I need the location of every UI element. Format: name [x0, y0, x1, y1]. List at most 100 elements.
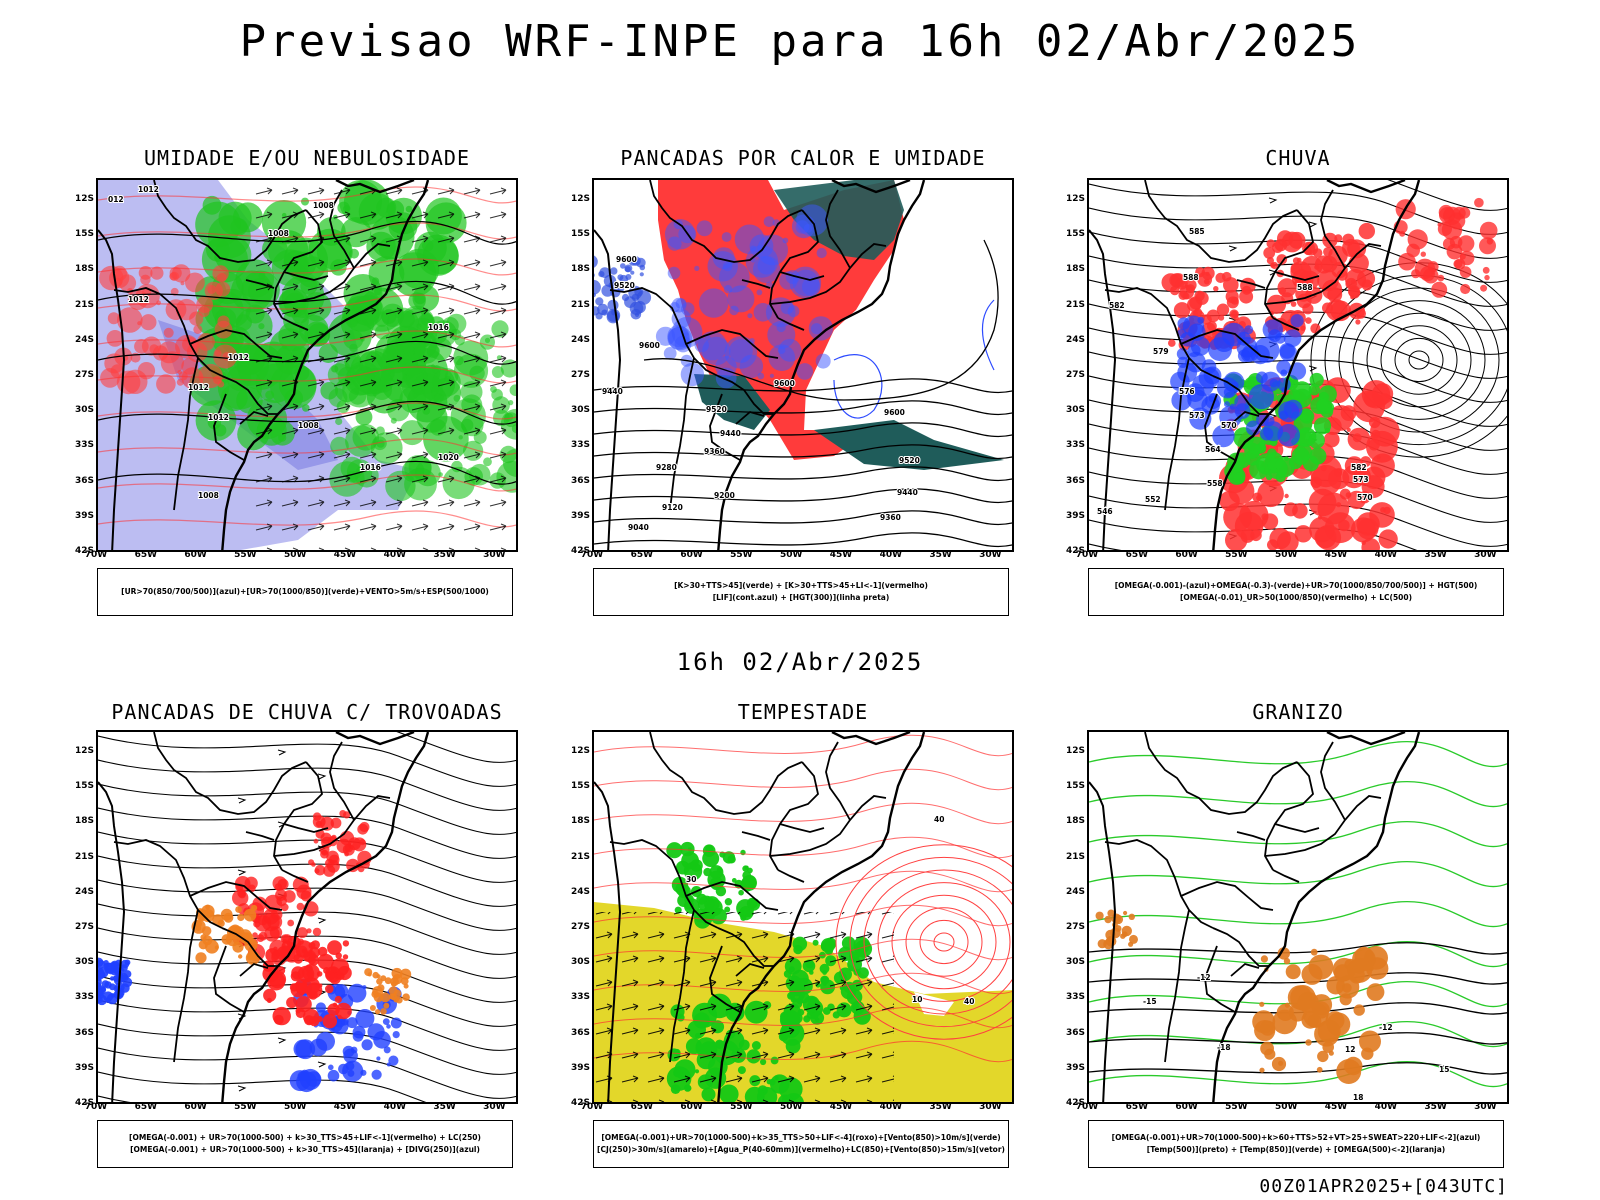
map-svg: 012 1012 1008 1008 1012 1012 1012 1012 1016 1016 1… [98, 180, 516, 550]
lat-tick-label: 39S [74, 1062, 94, 1073]
lat-tick-label: 18S [570, 264, 590, 275]
contour-label: 9040 [628, 523, 649, 532]
lon-tick-label: 55W [730, 550, 753, 560]
contour-label: 1008 [313, 201, 334, 210]
lat-tick-label: 33S [1065, 992, 1085, 1003]
lon-tick-label: 45W [829, 1102, 853, 1112]
lon-tick-label: 50W [779, 1102, 803, 1112]
lat-tick-label: 18S [74, 264, 94, 275]
contour-label: 18 [1353, 1093, 1363, 1102]
lat-tick-label: 42S [1065, 1098, 1085, 1108]
lon-tick-label: 60W [184, 550, 207, 560]
contour-label: 1012 [188, 383, 209, 392]
lat-tick-label: 39S [74, 510, 94, 521]
contour-label: 588 [1183, 273, 1199, 282]
legend-line: [OMEGA(-0.001)+UR>70(1000-500)+k>35_TTS>… [601, 1133, 1001, 1142]
contour-label: 1008 [198, 491, 219, 500]
lat-tick-label: 27S [1065, 922, 1085, 932]
map-panel: -12 -15 -18 12 -12 15 18 [1087, 730, 1509, 1104]
forecast-title: Previsao WRF-INPE para 16h 02/Abr/2025 [239, 16, 1361, 67]
lon-tick-label: 60W [1175, 1102, 1198, 1112]
contour-label: 588 [1297, 283, 1313, 292]
contour-label: 9600 [616, 255, 637, 264]
lat-tick-label: 42S [1065, 546, 1085, 556]
mid-forecast-time: 16h 02/Abr/2025 [676, 648, 924, 676]
lat-tick-label: 36S [570, 475, 590, 486]
lon-tick-label: 45W [333, 1102, 357, 1112]
panel-title: TEMPESTADE [737, 700, 869, 724]
run-info: 00Z01APR2025+[043UTC] [1259, 1176, 1508, 1197]
panel-title: GRANIZO [1252, 700, 1344, 724]
contour-label: 9440 [897, 488, 918, 497]
panel-legend: [OMEGA(-0.001)+UR>70(1000-500)+k>60+TTS>… [1088, 1120, 1504, 1168]
contour-label: 582 [1109, 301, 1125, 310]
panel-title: PANCADAS DE CHUVA C/ TROVOADAS [111, 700, 503, 724]
map-panel: 585 588 582 579 576 573 570 564 558 552 546 582 573 5… [1087, 178, 1509, 552]
contour-label: 9360 [704, 447, 725, 456]
lat-tick-label: 36S [1065, 1027, 1085, 1038]
lon-tick-label: 60W [680, 1102, 703, 1112]
lat-tick-label: 21S [1065, 851, 1085, 862]
lon-tick-label: 45W [1324, 550, 1348, 560]
panel-title: CHUVA [1265, 146, 1331, 170]
lon-tick-label: 30W [1474, 1102, 1497, 1112]
lat-tick-label: 27S [74, 370, 94, 380]
lon-tick-label: 70W [580, 550, 604, 560]
map-svg: 40 40 30 10 [594, 732, 1012, 1102]
lon-tick-label: 70W [580, 1102, 604, 1112]
legend-line: [Temp(500)](preto) + [Temp(850)](verde) … [1146, 1145, 1446, 1154]
lon-tick-label: 65W [1125, 1102, 1149, 1112]
map-panel [96, 730, 518, 1104]
contour-label: 012 [108, 195, 124, 204]
contour-label: 1008 [298, 421, 319, 430]
lon-tick-label: 35W [433, 1102, 456, 1112]
contour-label: 9120 [662, 503, 683, 512]
lon-tick-label: 40W [1374, 550, 1398, 560]
lat-tick-label: 12S [1065, 746, 1085, 756]
contour-label: 9440 [602, 387, 623, 396]
lon-tick-label: 65W [134, 550, 158, 560]
lat-tick-label: 39S [1065, 1062, 1085, 1073]
lat-tick-label: 21S [570, 851, 590, 862]
lon-tick-label: 65W [630, 1102, 654, 1112]
lat-tick-label: 12S [570, 194, 590, 204]
contour-label: 573 [1353, 475, 1369, 484]
contour-label: 9440 [720, 429, 741, 438]
legend-line: [OMEGA(-0.001)-(azul)+OMEGA(-0.3)-(verde… [1114, 581, 1478, 590]
lon-tick-label: 60W [184, 1102, 207, 1112]
map-svg [98, 732, 516, 1102]
lat-tick-label: 21S [570, 299, 590, 310]
contour-label: 1012 [228, 353, 249, 362]
contour-label: 558 [1207, 479, 1223, 488]
lat-tick-label: 30S [570, 405, 590, 416]
lon-tick-label: 65W [1125, 550, 1149, 560]
contour-label: 546 [1097, 507, 1113, 516]
legend-line: [OMEGA(-0.01)_UR>50(1000/850)(vermelho) … [1179, 593, 1413, 602]
contour-label: 9520 [899, 456, 920, 465]
legend-line: [OMEGA(-0.001) + UR>70(1000-500) + k>30_… [130, 1145, 480, 1154]
lat-tick-label: 27S [74, 922, 94, 932]
panel-title: PANCADAS POR CALOR E UMIDADE [620, 146, 986, 170]
contour-label: 570 [1357, 493, 1373, 502]
panel-legend: [OMEGA(-0.001)+UR>70(1000-500)+k>35_TTS>… [593, 1120, 1009, 1168]
lon-tick-label: 35W [1424, 550, 1447, 560]
contour-label: 1012 [138, 185, 159, 194]
panel-legend: [UR>70(850/700/500)](azul)+[UR>70(1000/8… [97, 568, 513, 616]
lon-tick-label: 50W [1274, 550, 1298, 560]
lon-tick-label: 40W [383, 1102, 407, 1112]
lat-tick-label: 42S [570, 1098, 590, 1108]
lat-tick-label: 36S [74, 475, 94, 486]
lat-tick-label: 12S [74, 746, 94, 756]
lat-tick-label: 21S [74, 299, 94, 310]
legend-line: [CJ(250)>30m/s](amarelo)+[Agua_P(40-60mm… [597, 1145, 1005, 1154]
legend-line: [OMEGA(-0.001)+UR>70(1000-500)+k>60+TTS>… [1111, 1133, 1481, 1142]
lon-tick-label: 50W [779, 550, 803, 560]
lat-tick-label: 15S [1065, 229, 1085, 240]
panel-title: UMIDADE E/OU NEBULOSIDADE [143, 146, 471, 170]
lat-tick-label: 12S [74, 194, 94, 204]
lat-tick-label: 24S [1065, 334, 1085, 345]
contour-label: 1008 [268, 229, 289, 238]
lon-tick-label: 30W [1474, 550, 1497, 560]
lat-tick-label: 15S [570, 781, 590, 792]
lat-tick-label: 24S [570, 886, 590, 897]
